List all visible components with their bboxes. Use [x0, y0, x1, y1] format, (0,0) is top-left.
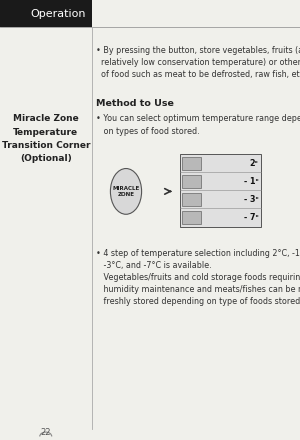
Text: - 1ᶜ: - 1ᶜ [244, 177, 259, 186]
FancyBboxPatch shape [0, 0, 92, 27]
Text: Miracle Zone
Temperature
Transition Corner
(Optional): Miracle Zone Temperature Transition Corn… [2, 114, 90, 163]
Text: 22: 22 [40, 428, 51, 436]
FancyBboxPatch shape [182, 193, 201, 206]
FancyBboxPatch shape [182, 157, 201, 169]
FancyBboxPatch shape [182, 211, 201, 224]
Text: • You can select optimum temperature range depending
   on types of food stored.: • You can select optimum temperature ran… [96, 114, 300, 136]
FancyBboxPatch shape [180, 154, 261, 227]
Text: Method to Use: Method to Use [96, 99, 174, 108]
Text: • By pressing the button, store vegetables, fruits (at
  relatively low conserva: • By pressing the button, store vegetabl… [96, 46, 300, 80]
Text: • 4 step of temperature selection including 2°C, -1°C,
   -3°C, and -7°C is avai: • 4 step of temperature selection includ… [96, 249, 300, 306]
FancyBboxPatch shape [182, 175, 201, 188]
Text: Operation: Operation [30, 9, 86, 18]
Text: - 7ᶜ: - 7ᶜ [244, 213, 259, 222]
Circle shape [110, 169, 142, 214]
Text: - 3ᶜ: - 3ᶜ [244, 195, 259, 204]
Text: 2ᶜ: 2ᶜ [250, 158, 259, 168]
Text: MIRACLE
ZONE: MIRACLE ZONE [112, 186, 140, 197]
